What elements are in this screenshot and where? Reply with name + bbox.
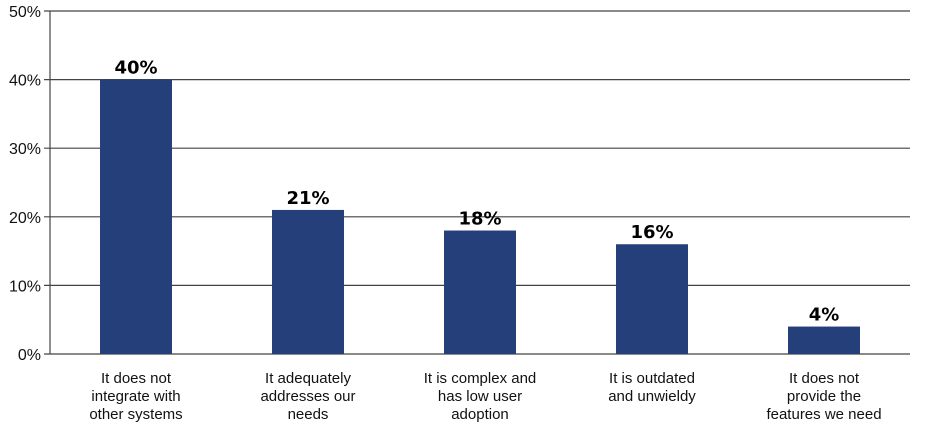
bar bbox=[616, 244, 688, 354]
bar bbox=[272, 209, 344, 354]
x-category-label-line: It is complex and bbox=[424, 370, 537, 387]
x-category-label-line: It adequately bbox=[265, 370, 351, 387]
data-label: 21% bbox=[286, 188, 329, 209]
x-category-label-line: needs bbox=[288, 406, 329, 423]
x-category-label: It does not provide the features we need bbox=[766, 370, 881, 423]
x-category-label-line: other systems bbox=[89, 406, 182, 423]
bar bbox=[444, 230, 516, 354]
bar bbox=[100, 79, 172, 354]
data-label: 18% bbox=[458, 209, 501, 230]
x-category-label: It adequately addresses our needs bbox=[260, 370, 355, 423]
y-tick-label: 30% bbox=[9, 141, 41, 158]
x-category-label: It is complex and has low user adoption bbox=[424, 370, 537, 423]
labels-layer: 0%10%20%30%40%50%40%It does not integrate… bbox=[9, 4, 882, 423]
x-category-label-line: addresses our bbox=[260, 388, 355, 405]
data-label: 4% bbox=[809, 305, 840, 326]
y-tick-label: 0% bbox=[18, 347, 41, 364]
x-category-label-line: It does not bbox=[101, 370, 172, 387]
y-tick-label: 20% bbox=[9, 210, 41, 227]
x-category-label: It does not integrate with other systems bbox=[89, 370, 182, 423]
y-tick-label: 50% bbox=[9, 4, 41, 21]
data-label: 40% bbox=[114, 58, 157, 79]
bar bbox=[788, 326, 860, 354]
bars-layer bbox=[100, 79, 860, 354]
x-category-label-line: It does not bbox=[789, 370, 860, 387]
x-category-label-line: It is outdated bbox=[609, 370, 695, 387]
x-category-label-line: integrate with bbox=[91, 388, 180, 405]
y-tick-label: 10% bbox=[9, 278, 41, 295]
y-tick-label: 40% bbox=[9, 73, 41, 90]
x-category-label-line: has low user bbox=[438, 388, 522, 405]
x-category-label-line: features we need bbox=[766, 406, 881, 423]
data-label: 16% bbox=[630, 222, 673, 243]
x-category-label-line: adoption bbox=[451, 406, 509, 423]
x-category-label: It is outdated and unwieldy bbox=[608, 370, 696, 405]
x-category-label-line: provide the bbox=[787, 388, 861, 405]
x-category-label-line: and unwieldy bbox=[608, 388, 696, 405]
